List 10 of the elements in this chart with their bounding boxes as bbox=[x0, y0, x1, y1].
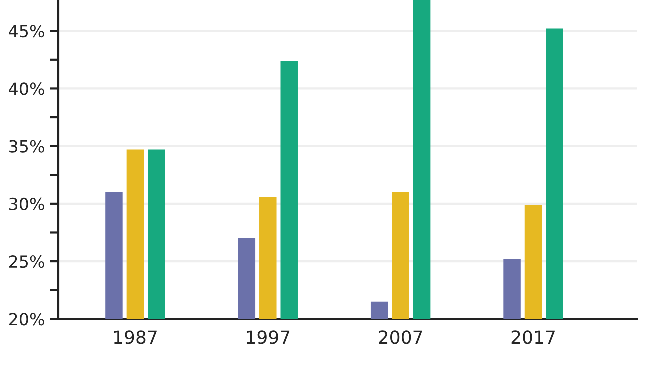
y-tick-label: 30% bbox=[10, 198, 44, 211]
x-tick-label: 1997 bbox=[247, 330, 290, 344]
x-tick-label: 2017 bbox=[512, 330, 555, 344]
y-tick-label: 35% bbox=[10, 140, 44, 153]
x-tick-label: 2007 bbox=[379, 330, 422, 344]
x-tick-label: 1987 bbox=[114, 330, 157, 344]
y-tick-label: 45% bbox=[9, 25, 44, 38]
y-tick-label: 40% bbox=[9, 82, 44, 96]
y-tick-label: 20% bbox=[9, 313, 44, 326]
y-tick-label: 25% bbox=[9, 256, 44, 268]
